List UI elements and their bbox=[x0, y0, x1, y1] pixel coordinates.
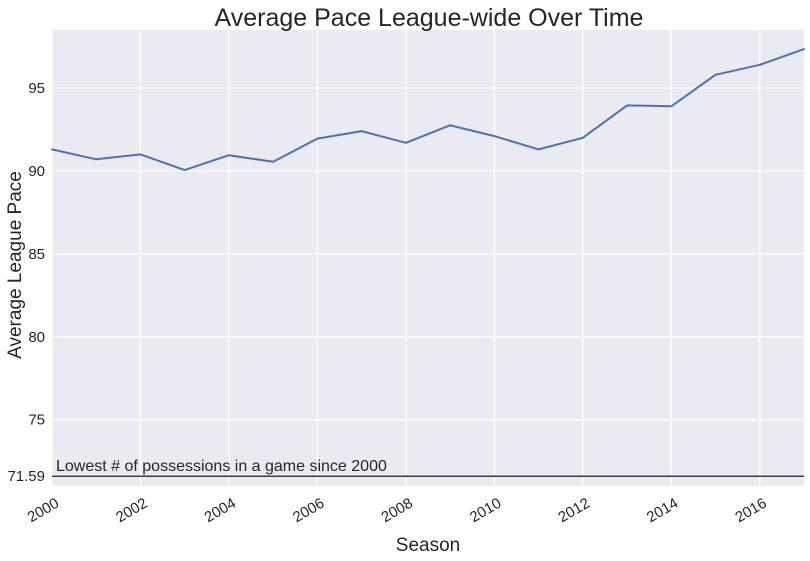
chart-title: Average Pace League-wide Over Time bbox=[215, 4, 644, 32]
reference-line-tick-label: 71.59 bbox=[7, 468, 45, 485]
y-tick-label: 80 bbox=[28, 329, 45, 346]
y-axis-label: Average League Pace bbox=[5, 171, 26, 359]
x-tick-label: 2012 bbox=[555, 495, 592, 526]
series-line bbox=[51, 48, 805, 172]
x-axis-label: Season bbox=[396, 535, 460, 556]
x-tick-label: 2008 bbox=[378, 495, 415, 526]
x-tick-label: 2002 bbox=[113, 495, 150, 526]
y-tick-label: 75 bbox=[28, 412, 45, 429]
y-tick-label: 85 bbox=[28, 246, 45, 263]
y-tick-label: 95 bbox=[28, 80, 45, 97]
x-tick-label: 2014 bbox=[644, 495, 681, 526]
x-tick-label: 2006 bbox=[290, 495, 327, 526]
x-tick-label: 2000 bbox=[25, 495, 62, 526]
grid-lines bbox=[51, 30, 804, 486]
x-tick-label: 2004 bbox=[202, 495, 239, 526]
y-tick-label: 90 bbox=[28, 163, 45, 180]
plot-area bbox=[52, 30, 804, 486]
x-axis-ticks: 2000 2002 2004 2006 2008 2010 2012 2014 2016 bbox=[25, 495, 770, 526]
x-tick-label: 2010 bbox=[467, 495, 504, 526]
y-axis-ticks: 75 80 85 90 95 bbox=[28, 80, 45, 429]
series-group bbox=[51, 48, 805, 172]
reference-line-label: Lowest # of possessions in a game since … bbox=[56, 458, 387, 475]
x-tick-label: 2016 bbox=[732, 495, 769, 526]
